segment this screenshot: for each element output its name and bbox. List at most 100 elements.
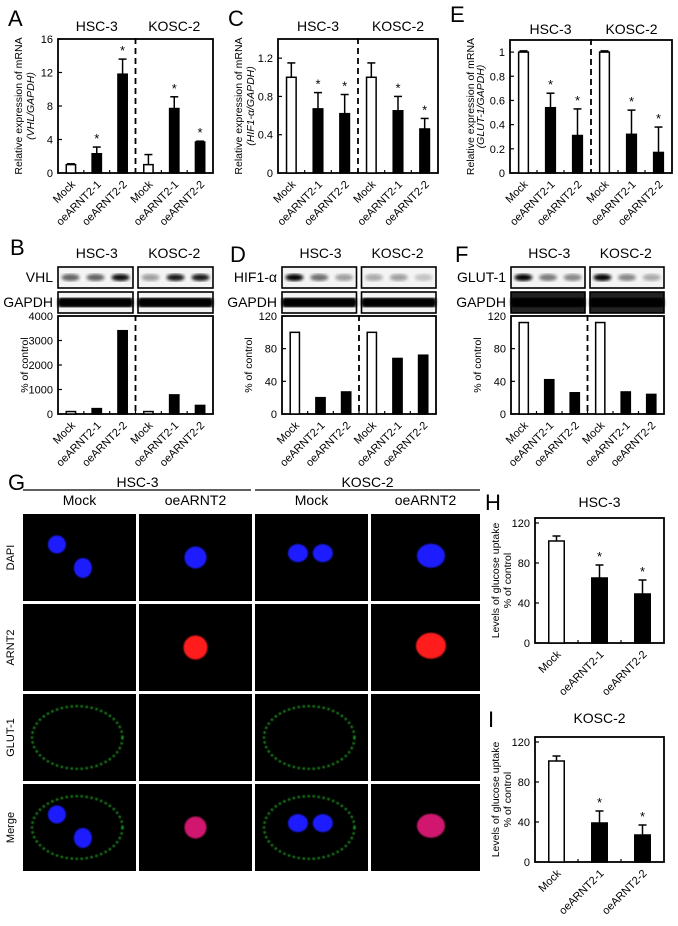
bar xyxy=(598,51,611,174)
group-title: KOSC-2 xyxy=(372,18,424,34)
panel-letter: G xyxy=(8,470,25,495)
bar xyxy=(168,394,180,415)
y-tick-label: 120 xyxy=(512,518,530,530)
group-title: HSC-3 xyxy=(116,474,158,490)
y-tick-label: 0.2 xyxy=(490,144,505,156)
bar xyxy=(312,108,324,174)
y-axis-label: Levels of glucose uptake xyxy=(490,742,502,858)
panel-letter: D xyxy=(230,242,246,267)
category-label: oeARNT2-1 xyxy=(557,868,607,918)
chart-title: KOSC-2 xyxy=(573,710,625,726)
bar xyxy=(143,410,154,415)
y-axis-label: % of control xyxy=(472,337,484,392)
y-tick-label: 0 xyxy=(47,168,53,180)
significance-marker: * xyxy=(597,549,602,564)
y-tick-label: 16 xyxy=(41,34,53,46)
y-axis-label-secondary: (GLUT-1/GAPDH) xyxy=(475,65,487,149)
group-title: KOSC-2 xyxy=(341,474,393,490)
y-axis-label-secondary: % of control xyxy=(502,772,514,827)
category-label: oeARNT2-2 xyxy=(600,649,650,699)
bar xyxy=(194,141,206,174)
y-tick-label: 0.4 xyxy=(490,120,505,132)
panel-letter: H xyxy=(485,490,501,515)
y-tick-label: 120 xyxy=(488,311,506,323)
blot-band xyxy=(539,274,557,281)
blot-band xyxy=(285,274,304,281)
column-label: oeARNT2 xyxy=(165,492,227,508)
y-tick-label: 0 xyxy=(47,409,53,421)
y-axis-label-secondary: (VHL/GAPDH) xyxy=(25,72,37,140)
category-label: oeARNT2-1 xyxy=(557,649,607,699)
bar xyxy=(392,357,403,415)
bar xyxy=(65,410,77,415)
blot-band xyxy=(593,274,612,281)
panel-letter: A xyxy=(8,6,23,31)
y-tick-label: 8 xyxy=(47,101,53,113)
y-axis-label: Levels of glucose uptake xyxy=(490,523,502,639)
blot-band xyxy=(335,274,354,281)
y-tick-label: 1 xyxy=(499,47,505,59)
y-tick-label: 4 xyxy=(47,135,53,147)
micrograph-glut-1 xyxy=(23,694,136,781)
group-title: KOSC-2 xyxy=(605,21,657,37)
y-axis-label: Relative expression of mRNA xyxy=(233,37,245,174)
blot-label: HIF1-α xyxy=(234,269,277,285)
glut1-membrane-signal xyxy=(263,705,356,770)
blot-band xyxy=(642,274,661,281)
group-title: KOSC-2 xyxy=(148,18,200,34)
bar xyxy=(366,331,378,415)
blot-band xyxy=(310,274,329,281)
nucleus xyxy=(287,814,308,833)
bar xyxy=(571,134,584,174)
bar xyxy=(620,391,632,415)
bar xyxy=(544,106,557,174)
bar xyxy=(591,577,608,644)
bar xyxy=(65,163,77,174)
blot-label: GAPDH xyxy=(456,294,506,310)
group-title: HSC-3 xyxy=(299,245,341,261)
blot-band xyxy=(514,274,533,281)
y-tick-label: 40 xyxy=(494,376,506,388)
y-tick-label: 0.8 xyxy=(258,91,273,103)
blot-band xyxy=(591,298,663,307)
column-label: oeARNT2 xyxy=(395,492,457,508)
y-axis-label: % of control xyxy=(243,337,255,392)
nucleus xyxy=(47,805,66,824)
bar xyxy=(117,329,128,415)
blot-band xyxy=(362,298,435,307)
y-tick-label: 0 xyxy=(524,857,530,869)
bar xyxy=(168,107,180,174)
y-tick-label: 40 xyxy=(518,598,530,610)
bar xyxy=(285,76,297,174)
group-title: KOSC-2 xyxy=(600,245,652,261)
group-title: HSC-3 xyxy=(528,245,570,261)
chart-title: HSC-3 xyxy=(578,494,620,510)
row-label: GLUT-1 xyxy=(5,718,17,757)
arnt2-signal xyxy=(415,632,446,659)
micrograph-arnt2 xyxy=(23,604,136,691)
y-tick-label: 40 xyxy=(518,817,530,829)
y-tick-label: 80 xyxy=(494,344,506,356)
significance-marker: * xyxy=(656,111,661,126)
y-tick-label: 1.2 xyxy=(258,53,273,65)
blot-band xyxy=(389,274,408,281)
blot-band xyxy=(191,274,210,281)
blot-label: GAPDH xyxy=(227,294,277,310)
y-tick-label: 2000 xyxy=(29,360,53,372)
blot-band xyxy=(618,274,636,281)
blot-band xyxy=(141,274,160,281)
nucleus xyxy=(73,827,92,848)
micrograph-merge xyxy=(255,784,368,871)
significance-marker: * xyxy=(422,102,427,117)
blot-band xyxy=(283,298,356,307)
blot-band xyxy=(364,274,383,281)
row-label: Merge xyxy=(5,812,17,843)
bar xyxy=(645,393,657,415)
panel-letter: F xyxy=(455,242,468,267)
y-tick-label: 3000 xyxy=(29,336,53,348)
blot-band xyxy=(86,274,105,281)
bar xyxy=(591,822,608,863)
blot-label: GAPDH xyxy=(3,294,53,310)
nucleus xyxy=(47,535,66,554)
